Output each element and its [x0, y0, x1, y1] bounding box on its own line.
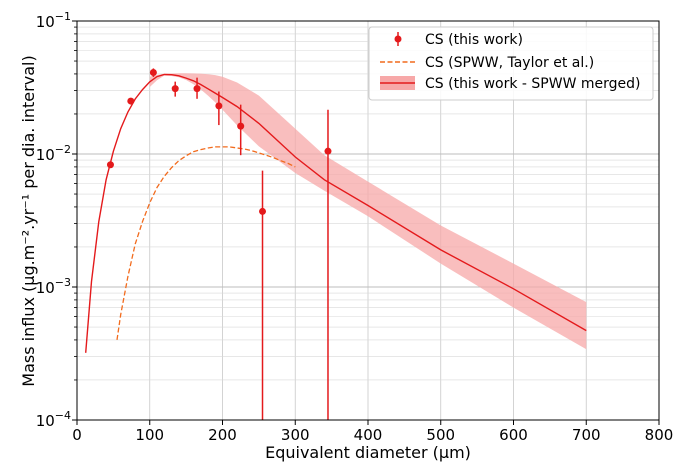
- y-tick-label: 10−3: [36, 276, 71, 297]
- merged-uncertainty-band: [149, 73, 587, 350]
- x-tick-label: 600: [499, 426, 528, 444]
- merged-line: [85, 73, 587, 353]
- x-tick-label: 800: [645, 426, 674, 444]
- y-tick-label: 10−4: [36, 409, 71, 430]
- data-point: [259, 207, 267, 215]
- data-points: [106, 68, 332, 420]
- legend-errorbar-marker: [394, 35, 402, 43]
- data-point: [127, 97, 135, 105]
- y-tick-exponent: −1: [55, 10, 71, 23]
- y-tick-base: 10: [36, 13, 55, 31]
- y-tick-exponent: −3: [55, 276, 71, 289]
- y-tick-label: 10−2: [36, 143, 71, 164]
- legend-label-cs-merged: CS (this work - SPWW merged): [425, 76, 640, 92]
- data-point: [106, 161, 114, 169]
- y-tick-base: 10: [36, 146, 55, 164]
- legend-entry-errorbar: CS (this work): [394, 32, 523, 48]
- x-tick-label: 500: [426, 426, 455, 444]
- legend-label-cs-spww: CS (SPWW, Taylor et al.): [425, 55, 594, 71]
- legend-entry-dashed: CS (SPWW, Taylor et al.): [380, 55, 594, 71]
- y-tick-exponent: −2: [55, 143, 71, 156]
- data-point: [193, 85, 201, 93]
- x-tick-label: 400: [354, 426, 383, 444]
- x-tick-label: 0: [72, 426, 82, 444]
- x-tick-label: 300: [281, 426, 310, 444]
- y-tick-base: 10: [36, 279, 55, 297]
- axis-ticks: 0 100 200 300 400 500 600 700 80010−410−310−210−…: [36, 10, 674, 444]
- x-axis-label: Equivalent diameter (μm): [265, 443, 471, 462]
- data-point: [215, 102, 223, 110]
- legend-box: [368, 26, 654, 101]
- merged-band-area: [149, 73, 587, 350]
- y-tick-base: 10: [36, 412, 55, 430]
- legend: CS (this work) CS (SPWW, Taylor et al.) …: [368, 26, 654, 101]
- data-point: [149, 68, 157, 76]
- legend-label-cs-this-work: CS (this work): [425, 32, 523, 48]
- y-axis-label: Mass influx (μg.m⁻².yr⁻¹ per dia. interv…: [19, 55, 38, 386]
- series-lines: [85, 73, 587, 353]
- x-tick-label: 700: [572, 426, 601, 444]
- legend-entry-band: CS (this work - SPWW merged): [380, 76, 640, 92]
- y-tick-exponent: −4: [55, 409, 71, 422]
- data-point: [324, 147, 332, 155]
- x-tick-label: 200: [208, 426, 237, 444]
- data-point: [237, 122, 245, 130]
- y-tick-label: 10−1: [36, 10, 71, 31]
- spww-dashed-line: [116, 146, 296, 340]
- data-point: [171, 85, 179, 93]
- x-tick-label: 100: [135, 426, 164, 444]
